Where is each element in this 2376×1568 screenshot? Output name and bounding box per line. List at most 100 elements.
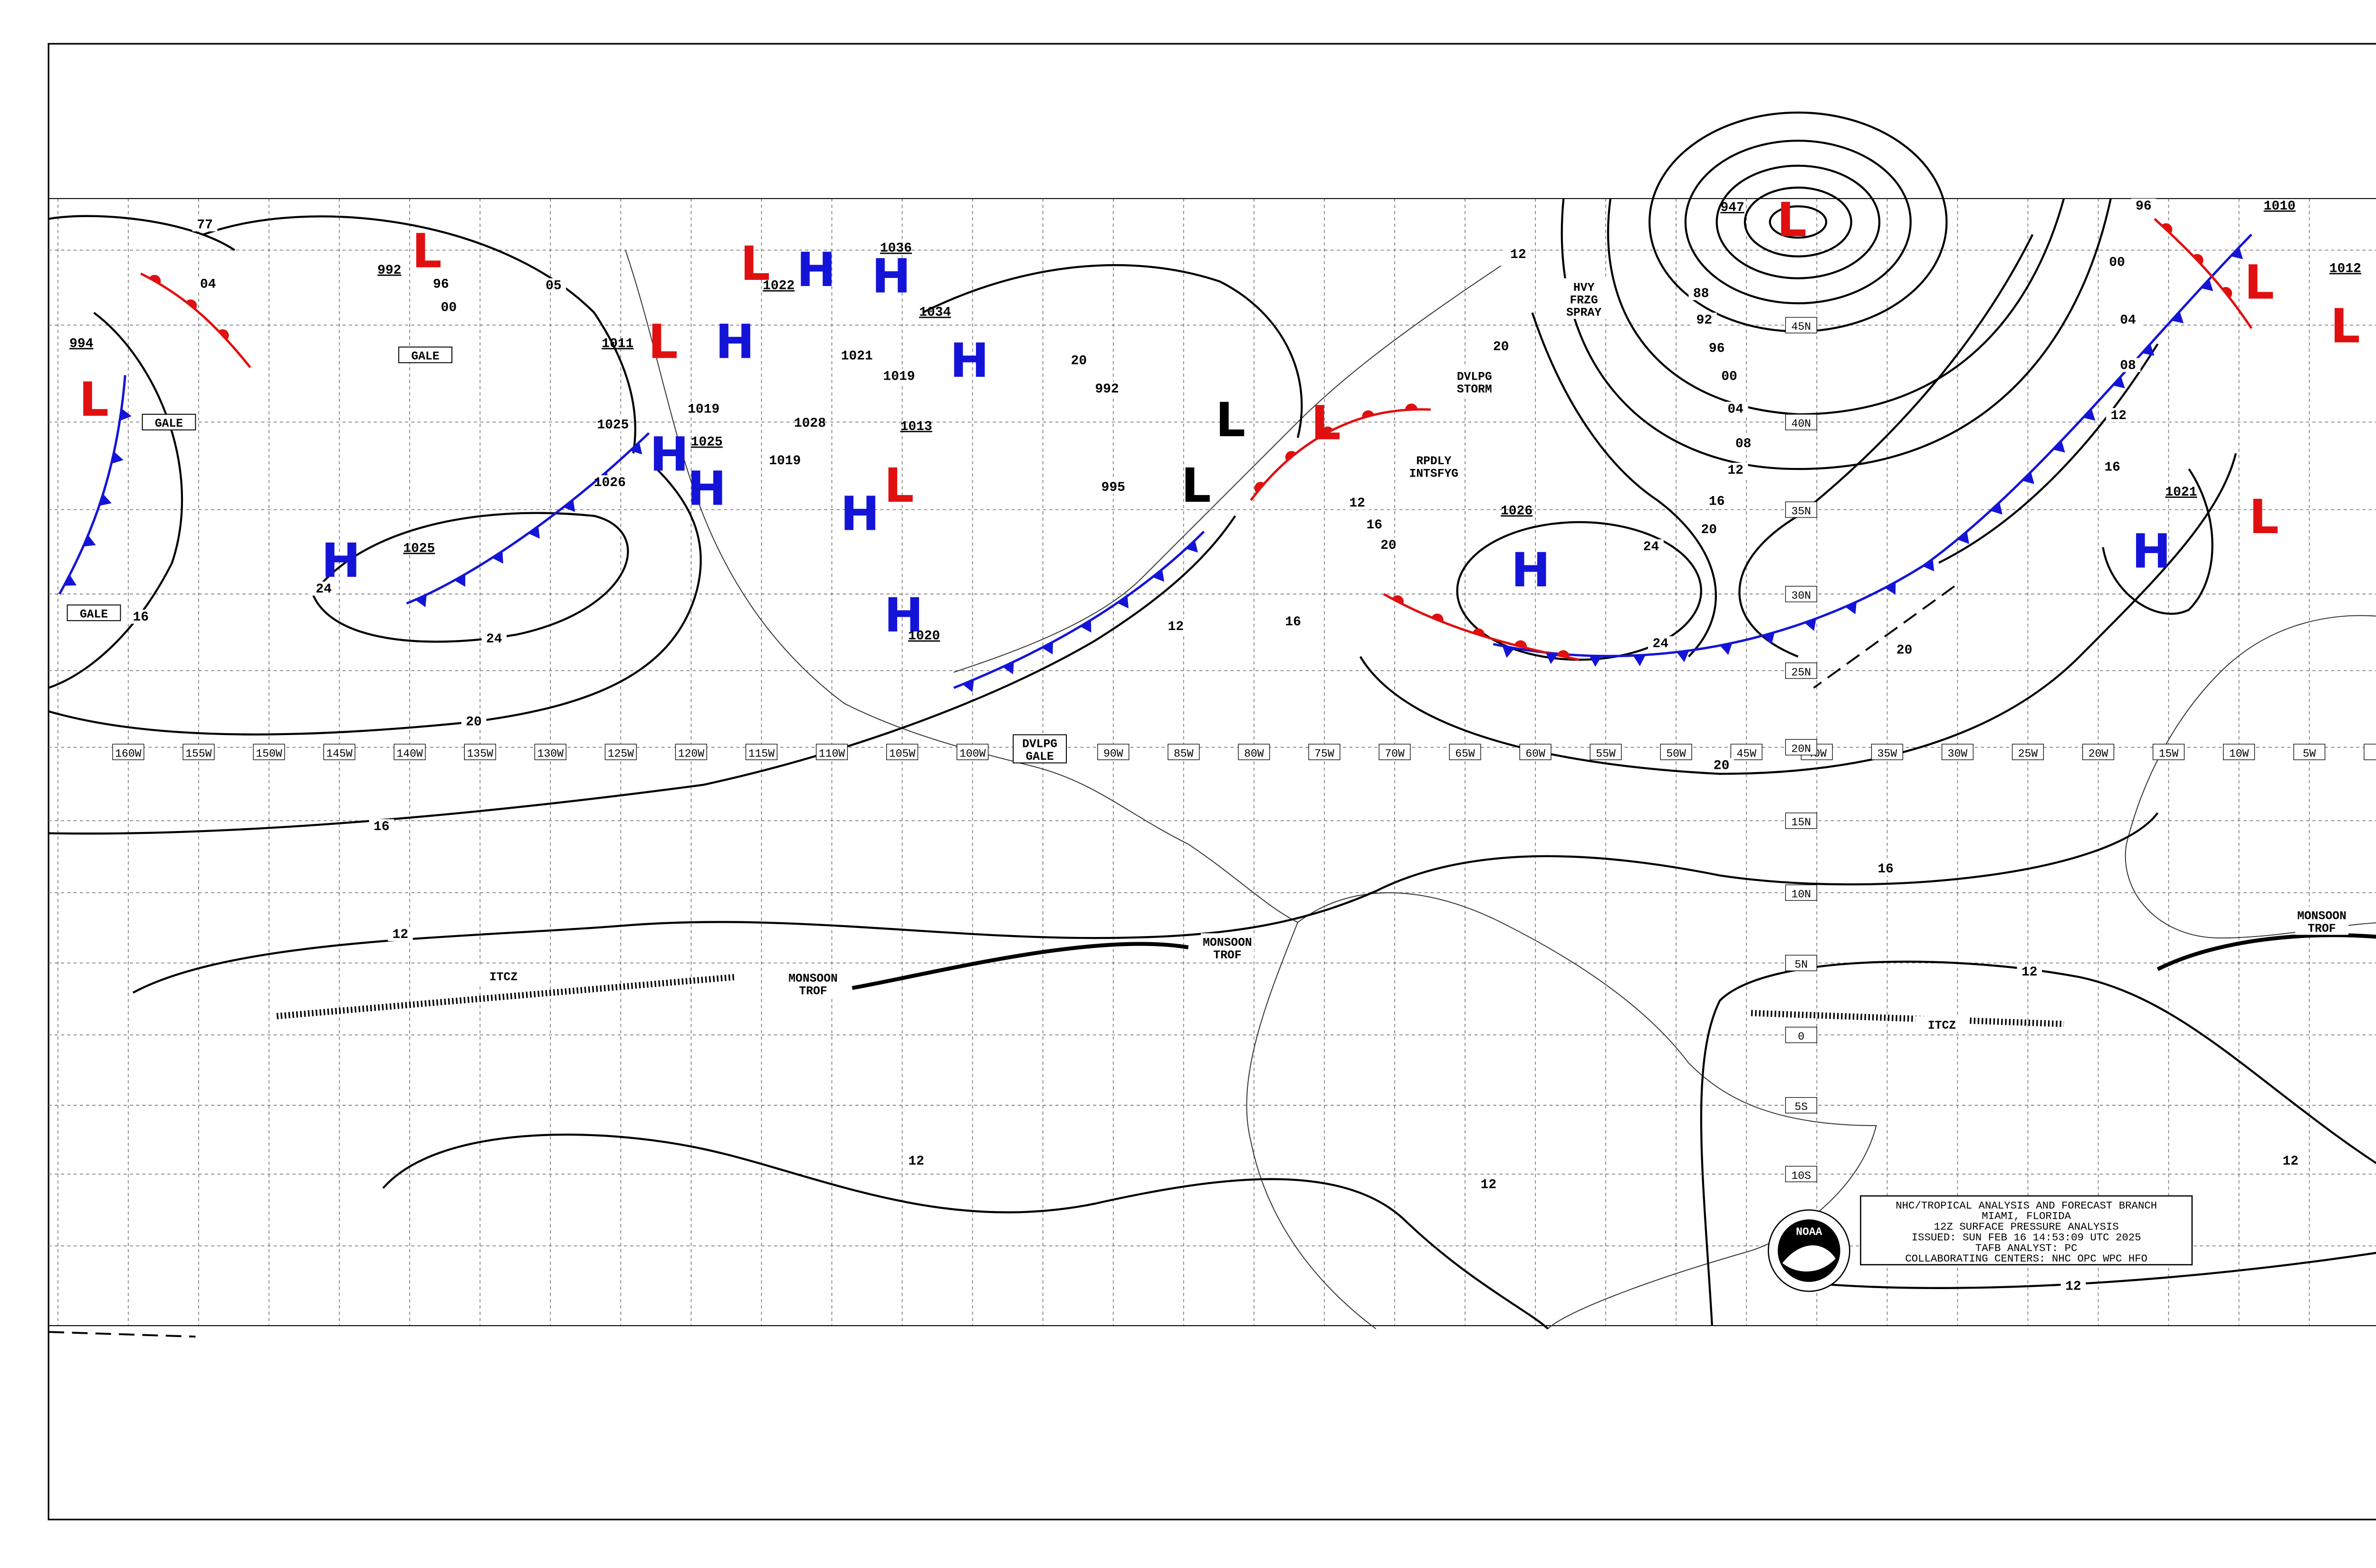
- lon-label-box: [393, 744, 426, 760]
- note-text: GALE: [155, 417, 183, 430]
- lon-label-box: [1308, 744, 1341, 760]
- note-bg: [1013, 734, 1067, 764]
- isobar-label-bg: [1873, 861, 1898, 876]
- center-pressure: 1022: [763, 279, 795, 294]
- note-text: TROF: [799, 985, 827, 998]
- lat-label-box: [1785, 813, 1817, 829]
- lat-label-box: [1785, 739, 1817, 755]
- front-semicircle: [1514, 640, 1527, 648]
- isobar-label-bg: [1638, 539, 1664, 554]
- pressure-center: L: [412, 224, 442, 279]
- isobar-label-bg: [1505, 247, 1531, 261]
- isobar-label: 995: [1102, 480, 1125, 495]
- note-text: MONSOON: [1203, 937, 1252, 950]
- lon-label: 100W: [959, 747, 986, 760]
- monsoon-trough: [852, 942, 1189, 990]
- isobar: [48, 515, 1236, 835]
- isobar-label-bg: [844, 348, 870, 363]
- note-text: GALE: [411, 350, 439, 363]
- lon-label-box: [1590, 744, 1622, 760]
- front-triangle: [528, 526, 540, 539]
- noaa-logo: NOAA: [1767, 1209, 1850, 1292]
- isobar-label: 24: [486, 632, 502, 647]
- lon-label: 85W: [1174, 747, 1194, 760]
- center-pressure: 1025: [691, 435, 723, 450]
- isobar-label: 1021: [841, 349, 873, 364]
- front-triangle: [1633, 655, 1646, 667]
- center-pressure: 1012: [2329, 261, 2361, 276]
- isobar: [48, 215, 235, 251]
- lon-label: 115W: [748, 747, 775, 760]
- pressure-center: L: [1181, 459, 1211, 513]
- isobar-label-bg: [481, 631, 507, 646]
- lon-label-box: [1097, 744, 1130, 760]
- lon-label-box: [2082, 744, 2115, 760]
- lon-label-box: [604, 744, 637, 760]
- front-triangle: [1845, 602, 1857, 614]
- pressure-center: H: [2132, 524, 2171, 579]
- isobar-label-bg: [1476, 1177, 1501, 1192]
- coastline: [625, 250, 1298, 923]
- note-text: GALE: [1025, 750, 1054, 764]
- lat-label: 10S: [1792, 1170, 1811, 1182]
- lon-label: 20W: [2089, 747, 2108, 760]
- front-triangle: [2142, 344, 2155, 356]
- front-triangle: [2083, 408, 2096, 421]
- title-line: COLLABORATING CENTERS: NHC OPC WPC HFO: [1905, 1252, 2147, 1265]
- isobar-label: 16: [1878, 862, 1894, 877]
- isobar-label: 00: [441, 301, 457, 316]
- outer-frame: [48, 43, 2376, 1520]
- front-triangle: [630, 442, 642, 455]
- isobar-label-bg: [1344, 495, 1370, 510]
- isobar-label-bg: [1692, 313, 1717, 327]
- lon-label: 150W: [256, 747, 282, 760]
- isobar-label: 12: [1727, 463, 1744, 478]
- cold-front: [953, 530, 1205, 689]
- lon-label: 15W: [2159, 747, 2179, 760]
- isobar: [132, 812, 2159, 994]
- cold-front: [406, 432, 650, 605]
- isobar-label: 00: [1721, 370, 1737, 384]
- isobar-label: 12: [1510, 248, 1526, 262]
- lat-label-box: [1785, 317, 1817, 334]
- front-triangle: [1763, 632, 1775, 645]
- center-pressure: 1025: [403, 541, 435, 556]
- lat-label: 35N: [1792, 505, 1811, 517]
- center-pressure: 1034: [919, 306, 951, 320]
- lon-label: 90W: [1103, 747, 1123, 760]
- isobar: [48, 312, 183, 689]
- note-text: GALE: [80, 608, 108, 621]
- front-triangle: [2231, 247, 2243, 259]
- isobar-label-bg: [772, 453, 798, 468]
- lon-label: 65W: [1455, 747, 1475, 760]
- front-triangle: [2171, 311, 2184, 324]
- isobar-label-bg: [2060, 1279, 2086, 1293]
- isobar-label-bg: [691, 402, 717, 416]
- front-semicircle: [218, 329, 229, 340]
- front-semicircle: [1431, 613, 1444, 622]
- front-triangle: [1990, 502, 2002, 515]
- front-triangle: [1502, 646, 1515, 658]
- isobar: [382, 1133, 1549, 1330]
- isobar-label-bg: [1280, 614, 1306, 629]
- isobar-label: 1019: [769, 454, 801, 468]
- isobar-label-bg: [2115, 313, 2141, 327]
- isobar-label: 12: [393, 927, 409, 942]
- front-triangle: [415, 594, 427, 607]
- note-bg: [2295, 907, 2348, 935]
- isobar-label-bg: [1716, 369, 1742, 383]
- lat-label-box: [1785, 586, 1817, 602]
- isobar-label-bg: [1696, 522, 1722, 536]
- lon-label-box: [1168, 744, 1200, 760]
- lon-label-box: [886, 744, 919, 760]
- isobar: [311, 512, 629, 643]
- isobar-label-bg: [1488, 339, 1514, 354]
- lat-label: 40N: [1792, 418, 1811, 430]
- isobar-label: 00: [2109, 255, 2125, 270]
- isobar-label: 20: [1897, 643, 1913, 658]
- lon-label: 140W: [397, 747, 423, 760]
- lon-label: 110W: [819, 747, 845, 760]
- pressure-center: H: [840, 487, 880, 541]
- isobar: [48, 468, 702, 736]
- lat-label-box: [1785, 955, 1817, 971]
